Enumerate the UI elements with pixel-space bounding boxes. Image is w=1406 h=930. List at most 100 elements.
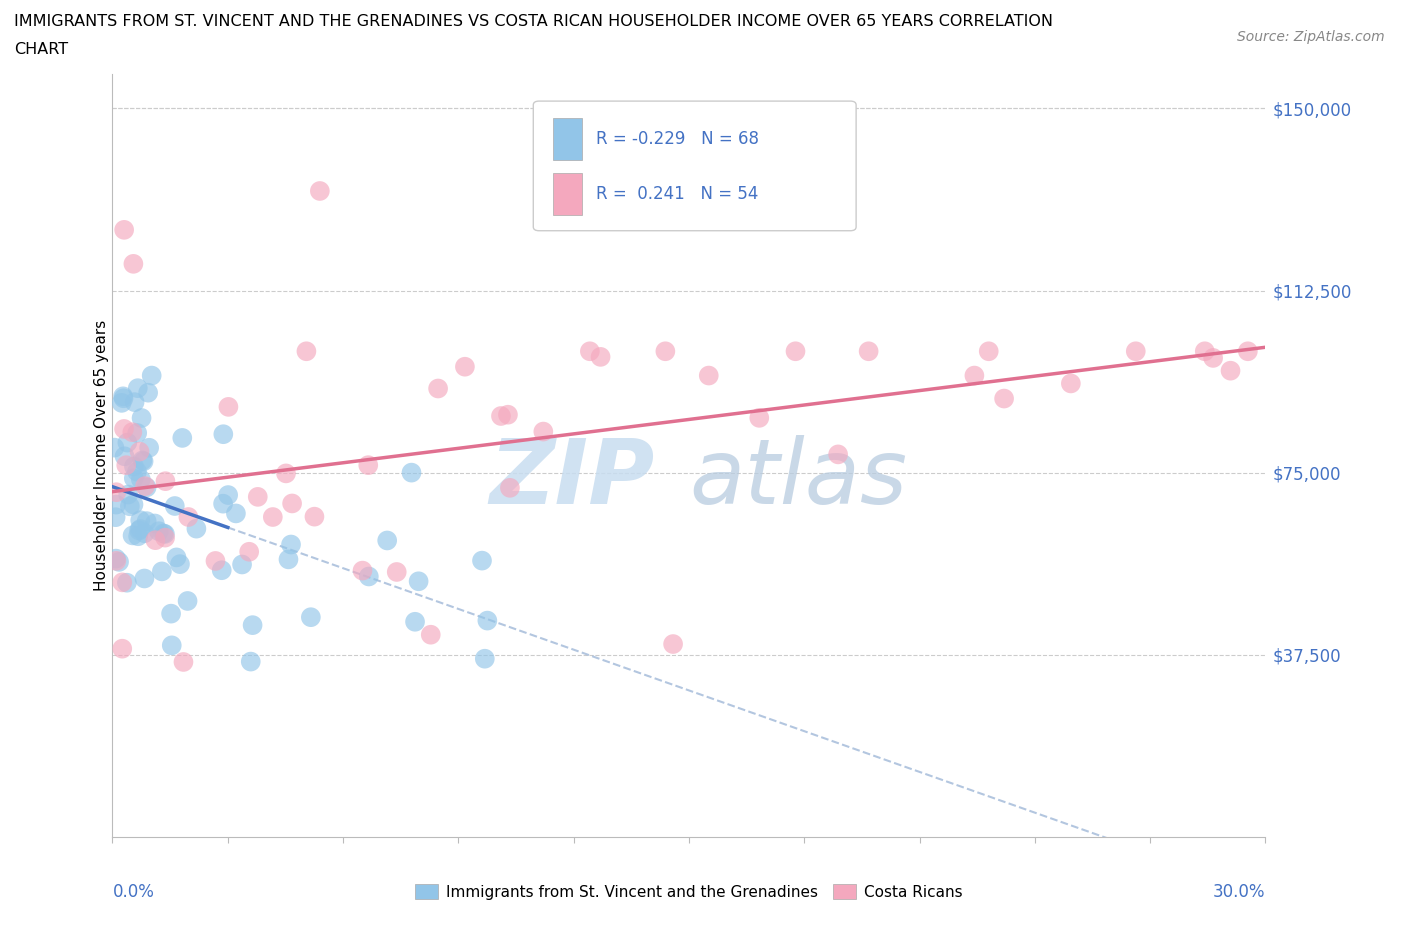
Point	[122, 471, 145, 485]
Point	[1194, 344, 1216, 359]
Point	[115, 576, 138, 591]
Point	[108, 554, 131, 569]
Point	[127, 529, 149, 544]
Point	[308, 183, 330, 198]
Point	[135, 480, 157, 495]
Point	[129, 512, 152, 527]
Point	[217, 487, 239, 502]
Point	[163, 498, 186, 513]
Point	[225, 506, 247, 521]
Point	[122, 497, 145, 512]
Point	[785, 344, 807, 359]
Point	[499, 481, 522, 496]
Point	[262, 510, 284, 525]
Point	[145, 533, 167, 548]
FancyBboxPatch shape	[533, 101, 856, 231]
Point	[169, 557, 191, 572]
Point	[127, 426, 149, 441]
Point	[131, 410, 153, 425]
Legend: Immigrants from St. Vincent and the Grenadines, Costa Ricans: Immigrants from St. Vincent and the Gren…	[409, 877, 969, 906]
Point	[204, 553, 226, 568]
Point	[129, 472, 152, 486]
Point	[531, 424, 554, 439]
Point	[122, 459, 145, 474]
Point	[496, 407, 519, 422]
Point	[103, 440, 125, 455]
Point	[662, 637, 685, 652]
Text: R = -0.229   N = 68: R = -0.229 N = 68	[596, 130, 759, 148]
Point	[697, 368, 720, 383]
Point	[1237, 344, 1260, 359]
Text: Source: ZipAtlas.com: Source: ZipAtlas.com	[1237, 30, 1385, 44]
Text: ZIP: ZIP	[489, 434, 654, 523]
Point	[134, 479, 156, 494]
Point	[858, 344, 880, 359]
Point	[134, 525, 156, 540]
Point	[125, 464, 148, 479]
Point	[128, 523, 150, 538]
Point	[212, 497, 235, 512]
Point	[128, 445, 150, 459]
Point	[963, 368, 986, 383]
Point	[401, 465, 423, 480]
Point	[114, 449, 136, 464]
Point	[112, 421, 135, 436]
Point	[118, 498, 141, 513]
Point	[105, 498, 128, 512]
Point	[166, 550, 188, 565]
Point	[160, 606, 183, 621]
Point	[153, 526, 176, 541]
Point	[454, 359, 477, 374]
Text: IMMIGRANTS FROM ST. VINCENT AND THE GRENADINES VS COSTA RICAN HOUSEHOLDER INCOME: IMMIGRANTS FROM ST. VINCENT AND THE GREN…	[14, 14, 1053, 29]
Point	[121, 425, 143, 440]
Point	[477, 613, 499, 628]
Point	[138, 440, 160, 455]
Point	[654, 344, 676, 359]
Point	[1219, 364, 1241, 379]
Point	[242, 618, 264, 632]
Point	[748, 410, 770, 425]
Point	[295, 344, 318, 359]
Point	[238, 544, 260, 559]
Point	[489, 408, 512, 423]
Point	[357, 458, 380, 472]
Point	[111, 575, 134, 590]
Point	[357, 569, 380, 584]
Point	[589, 350, 612, 365]
Point	[131, 453, 153, 468]
Point	[993, 392, 1015, 406]
Point	[280, 538, 302, 552]
Point	[134, 571, 156, 586]
Point	[375, 533, 398, 548]
Point	[172, 655, 194, 670]
Bar	[553, 118, 582, 160]
Point	[419, 627, 441, 642]
Point	[127, 380, 149, 395]
Point	[121, 528, 143, 543]
Point	[427, 381, 450, 396]
Point	[304, 510, 326, 525]
Text: atlas: atlas	[689, 434, 907, 523]
Point	[112, 222, 135, 237]
Point	[129, 522, 152, 537]
Point	[186, 521, 208, 536]
Point	[977, 344, 1000, 359]
Point	[212, 427, 235, 442]
Point	[136, 385, 159, 400]
Point	[827, 447, 849, 462]
Point	[408, 574, 430, 589]
Point	[132, 454, 155, 469]
Point	[112, 391, 135, 405]
Point	[155, 473, 177, 488]
Point	[474, 651, 496, 666]
Point	[111, 642, 134, 657]
Point	[143, 516, 166, 531]
Point	[239, 654, 262, 669]
Point	[1125, 344, 1147, 359]
Point	[115, 458, 138, 472]
Point	[352, 564, 374, 578]
Text: 30.0%: 30.0%	[1213, 883, 1265, 901]
Point	[117, 435, 139, 450]
Y-axis label: Householder Income Over 65 years: Householder Income Over 65 years	[94, 320, 108, 591]
Point	[135, 513, 157, 528]
